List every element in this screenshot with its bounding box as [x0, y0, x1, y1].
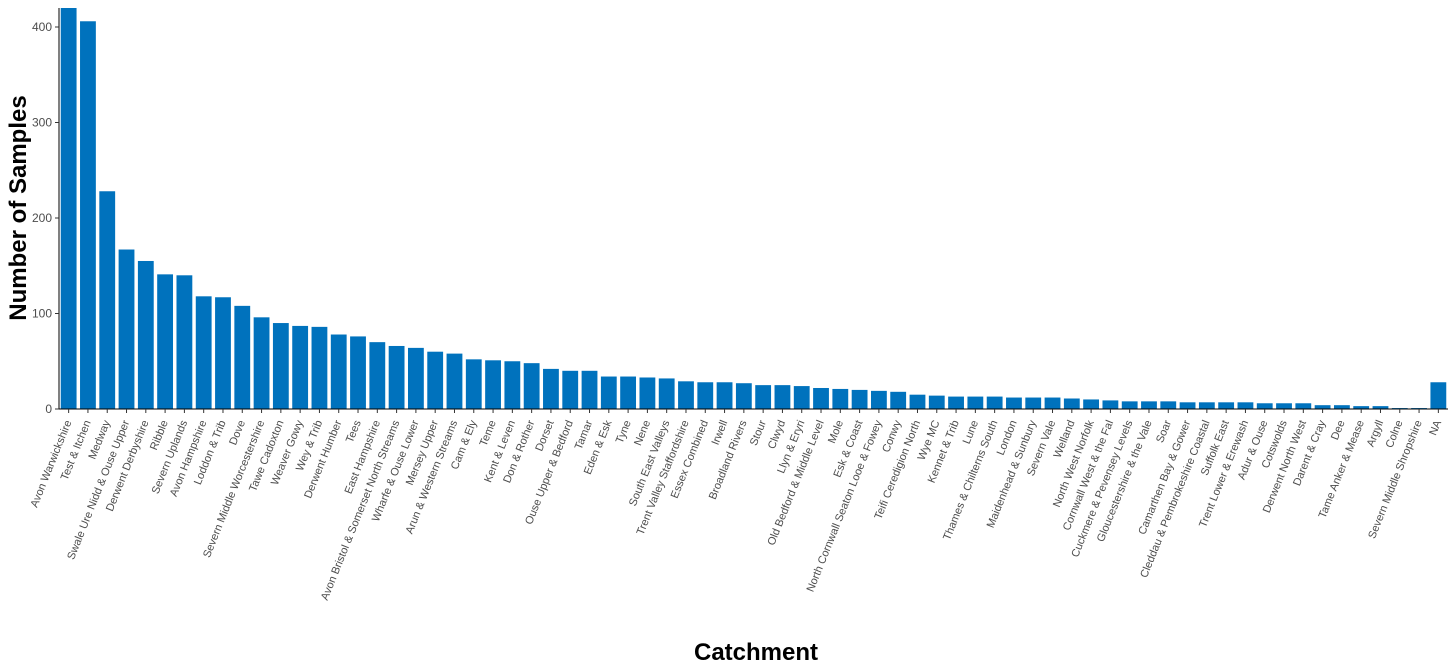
bar: [1063, 398, 1080, 409]
y-tick-label: 300: [32, 116, 52, 130]
bar: [967, 396, 984, 409]
x-tick-label: Nene: [632, 419, 653, 448]
bar: [735, 383, 752, 409]
bar: [890, 391, 907, 409]
bar: [60, 8, 77, 409]
bar: [1083, 399, 1100, 409]
bar: [1141, 401, 1157, 409]
bar: [639, 377, 656, 409]
bar: [1198, 402, 1215, 409]
x-tick-label: Lune: [961, 419, 981, 446]
bar: [562, 370, 579, 409]
bar: [1372, 406, 1389, 409]
bar: [1044, 397, 1061, 409]
bar: [870, 390, 887, 409]
bar: [1179, 402, 1196, 409]
bar: [1295, 403, 1312, 409]
y-axis: 0 100 200 300 400: [32, 8, 60, 416]
bar: [928, 395, 945, 409]
bar: [774, 385, 791, 410]
x-tick-label: Tees: [344, 418, 364, 445]
bar: [716, 382, 733, 409]
bar: [292, 325, 309, 409]
x-tick-label: Irwell: [710, 419, 731, 447]
y-tick-label: 400: [32, 20, 52, 34]
x-tick-label: Dove: [227, 419, 248, 447]
x-tick-label: Tyne: [614, 419, 634, 446]
bar: [234, 305, 251, 409]
y-tick-label: 200: [32, 211, 52, 225]
bar: [1237, 402, 1254, 409]
bar: [176, 275, 193, 409]
bar: [330, 334, 347, 409]
bar: [697, 382, 714, 409]
bar: [1025, 397, 1042, 409]
x-tick-label: Mole: [826, 419, 846, 446]
bar: [215, 297, 231, 409]
bar: [99, 191, 116, 409]
bar: [543, 368, 559, 409]
bar: [388, 345, 405, 409]
bar: [832, 388, 849, 409]
bar: [137, 260, 154, 409]
bar: [350, 336, 366, 409]
bar: [465, 359, 482, 409]
x-tick-label: NA: [1427, 418, 1444, 437]
bar: [1006, 397, 1022, 409]
bar: [1314, 405, 1331, 409]
bar: [1276, 403, 1292, 409]
bar: [1430, 382, 1447, 409]
bar: [427, 351, 444, 409]
bar: [369, 342, 386, 409]
bar: [1353, 406, 1370, 409]
bar: [1160, 401, 1177, 409]
bar: [1256, 403, 1273, 409]
bar: [1121, 401, 1138, 409]
bar: [1218, 402, 1235, 409]
bars-layer: [60, 8, 1447, 410]
bar: [504, 361, 521, 409]
bar: [909, 394, 926, 409]
y-tick-label: 0: [45, 402, 52, 416]
y-axis-title: Number of Samples: [5, 95, 32, 320]
bar: [311, 326, 328, 409]
bar: [523, 363, 540, 409]
bar: [195, 296, 212, 409]
bar: [1102, 400, 1119, 409]
bar: [948, 396, 964, 409]
bar: [80, 21, 96, 410]
bar: [253, 317, 270, 409]
x-axis-title: Catchment: [694, 639, 818, 666]
bar: [272, 323, 289, 409]
bar: [446, 353, 463, 409]
bar: [620, 376, 637, 409]
bar: [755, 385, 772, 410]
bar: [407, 347, 424, 409]
bar: [678, 381, 694, 409]
x-tick-label: Teme: [478, 419, 499, 448]
x-tick-label: Stour: [748, 418, 769, 447]
bar: [157, 274, 174, 409]
bar: [658, 378, 675, 409]
bar: [118, 249, 135, 409]
bar: [793, 386, 810, 409]
x-tick-label: Soar: [1154, 418, 1174, 444]
y-tick-label: 100: [32, 307, 52, 321]
x-tick-label: Argyll: [1365, 419, 1386, 449]
bar: [1333, 405, 1350, 409]
bar: [851, 389, 868, 409]
bar: [986, 396, 1003, 409]
bar: [581, 370, 598, 409]
x-tick-label: Dee: [1329, 419, 1348, 442]
bar: [485, 360, 501, 409]
bar: [813, 387, 829, 409]
bar: [600, 376, 617, 409]
